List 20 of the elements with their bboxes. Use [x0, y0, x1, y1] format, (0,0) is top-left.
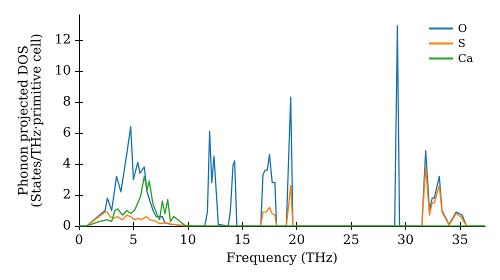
legend-label: S	[458, 37, 466, 50]
x-tick-label: 10	[180, 233, 196, 248]
x-tick-label: 25	[342, 233, 360, 248]
y-tick-label: 10	[54, 63, 71, 78]
y-tick-label: 4	[62, 156, 71, 172]
x-tick-label: 0	[74, 233, 84, 248]
legend-label: Ca	[458, 52, 474, 65]
x-tick-label: 15	[234, 233, 251, 248]
y-tick-label: 0	[62, 218, 71, 234]
y-tick-label: 12	[54, 32, 71, 48]
y-tick-label: 8	[62, 94, 71, 110]
x-tick-label: 20	[288, 233, 305, 248]
x-tick-label: 30	[397, 233, 414, 248]
y-axis-title: Phonon projected DOS (States/THz·primitive cell)	[16, 33, 45, 208]
x-tick-label: 5	[129, 233, 138, 248]
y-tick-label: 2	[62, 187, 71, 202]
y-tick-label: 6	[62, 125, 71, 140]
x-tick-label: 35	[452, 233, 468, 248]
legend-label: O	[458, 22, 468, 35]
x-axis-title: Frequency (THz)	[226, 250, 338, 266]
